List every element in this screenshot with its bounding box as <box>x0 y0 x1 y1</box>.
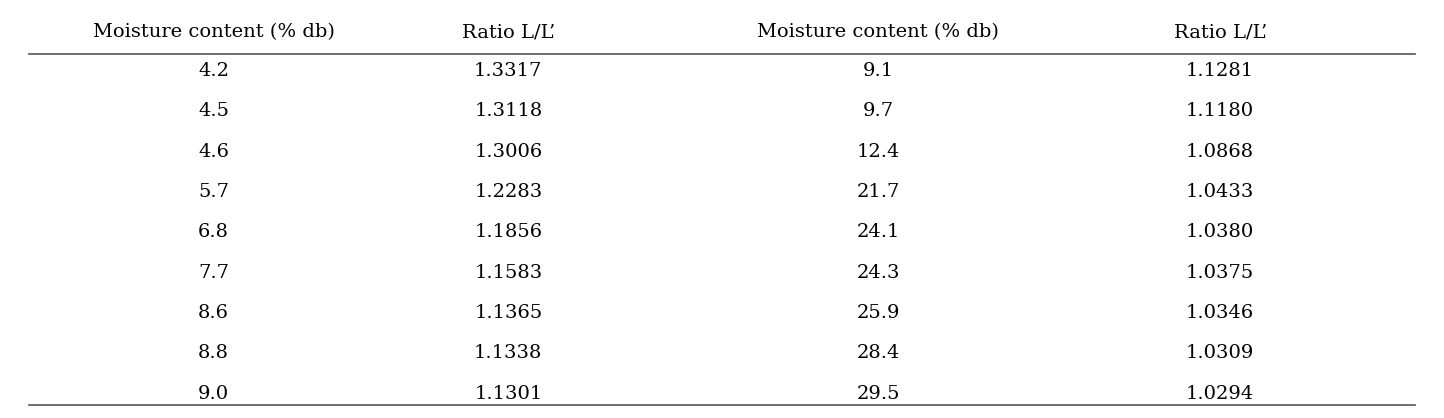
Text: 6.8: 6.8 <box>198 223 230 242</box>
Text: Ratio L/L’: Ratio L/L’ <box>462 23 554 41</box>
Text: 1.1365: 1.1365 <box>474 304 543 322</box>
Text: 9.0: 9.0 <box>198 385 230 403</box>
Text: 1.1338: 1.1338 <box>474 344 543 362</box>
Text: 1.1301: 1.1301 <box>474 385 543 403</box>
Text: 8.6: 8.6 <box>198 304 230 322</box>
Text: 1.3006: 1.3006 <box>474 143 543 161</box>
Text: 4.2: 4.2 <box>198 62 230 80</box>
Text: 28.4: 28.4 <box>856 344 900 362</box>
Text: 1.0346: 1.0346 <box>1186 304 1255 322</box>
Text: 1.0433: 1.0433 <box>1186 183 1255 201</box>
Text: 21.7: 21.7 <box>856 183 900 201</box>
Text: 25.9: 25.9 <box>856 304 900 322</box>
Text: 7.7: 7.7 <box>198 264 230 282</box>
Text: 24.1: 24.1 <box>856 223 900 242</box>
Text: 1.3118: 1.3118 <box>474 102 543 120</box>
Text: 4.5: 4.5 <box>198 102 230 120</box>
Text: Moisture content (% db): Moisture content (% db) <box>757 23 999 41</box>
Text: 9.1: 9.1 <box>862 62 894 80</box>
Text: 5.7: 5.7 <box>198 183 230 201</box>
Text: 1.2283: 1.2283 <box>474 183 543 201</box>
Text: 8.8: 8.8 <box>198 344 230 362</box>
Text: 9.7: 9.7 <box>862 102 894 120</box>
Text: 29.5: 29.5 <box>856 385 900 403</box>
Text: Ratio L/L’: Ratio L/L’ <box>1174 23 1266 41</box>
Text: 1.1281: 1.1281 <box>1186 62 1255 80</box>
Text: 1.1180: 1.1180 <box>1186 102 1255 120</box>
Text: 1.0380: 1.0380 <box>1186 223 1255 242</box>
Text: 12.4: 12.4 <box>856 143 900 161</box>
Text: 1.0309: 1.0309 <box>1186 344 1255 362</box>
Text: 1.1856: 1.1856 <box>474 223 543 242</box>
Text: 1.0868: 1.0868 <box>1186 143 1255 161</box>
Text: Moisture content (% db): Moisture content (% db) <box>92 23 335 41</box>
Text: 4.6: 4.6 <box>198 143 230 161</box>
Text: 1.0375: 1.0375 <box>1186 264 1255 282</box>
Text: 24.3: 24.3 <box>856 264 900 282</box>
Text: 1.3317: 1.3317 <box>474 62 543 80</box>
Text: 1.0294: 1.0294 <box>1186 385 1255 403</box>
Text: 1.1583: 1.1583 <box>474 264 543 282</box>
